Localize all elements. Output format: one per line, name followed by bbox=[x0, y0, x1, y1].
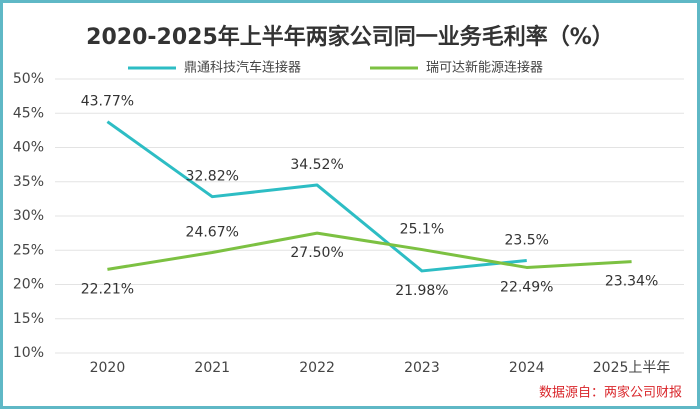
x-tick-label: 2021 bbox=[194, 360, 230, 376]
y-tick-label: 10% bbox=[13, 345, 44, 361]
x-tick-label: 2020 bbox=[90, 360, 126, 376]
y-tick-label: 15% bbox=[13, 311, 44, 327]
series-line bbox=[107, 231, 632, 271]
data-label: 22.49% bbox=[500, 279, 553, 295]
y-tick-label: 30% bbox=[13, 208, 44, 224]
y-tick-label: 50% bbox=[13, 71, 44, 87]
legend-label: 瑞可达新能源连接器 bbox=[426, 60, 543, 76]
data-label: 23.5% bbox=[505, 233, 549, 249]
y-tick-label: 45% bbox=[13, 105, 44, 121]
data-label: 21.98% bbox=[395, 283, 448, 299]
series-line bbox=[106, 120, 527, 273]
x-tick-label: 2023 bbox=[404, 360, 440, 376]
data-label: 22.21% bbox=[81, 281, 134, 297]
x-tick-label: 2024 bbox=[509, 360, 545, 376]
y-tick-label: 40% bbox=[13, 140, 44, 156]
y-tick-label: 35% bbox=[13, 174, 44, 190]
x-tick-label: 2022 bbox=[299, 360, 335, 376]
chart-title: 2020-2025年上半年两家公司同一业务毛利率（%） bbox=[86, 24, 614, 50]
data-label: 32.82% bbox=[186, 169, 239, 185]
data-label: 43.77% bbox=[81, 94, 134, 110]
y-tick-label: 20% bbox=[13, 277, 44, 293]
data-label: 24.67% bbox=[186, 225, 239, 241]
data-label: 23.34% bbox=[605, 274, 658, 290]
data-label: 25.1% bbox=[400, 222, 444, 238]
y-tick-label: 25% bbox=[13, 242, 44, 258]
legend-label: 鼎通科技汽车连接器 bbox=[184, 60, 301, 76]
data-label: 34.52% bbox=[290, 157, 343, 173]
source-note: 数据源自：两家公司财报 bbox=[539, 385, 682, 401]
x-tick-label: 2025上半年 bbox=[593, 360, 671, 376]
data-label: 27.50% bbox=[290, 245, 343, 261]
